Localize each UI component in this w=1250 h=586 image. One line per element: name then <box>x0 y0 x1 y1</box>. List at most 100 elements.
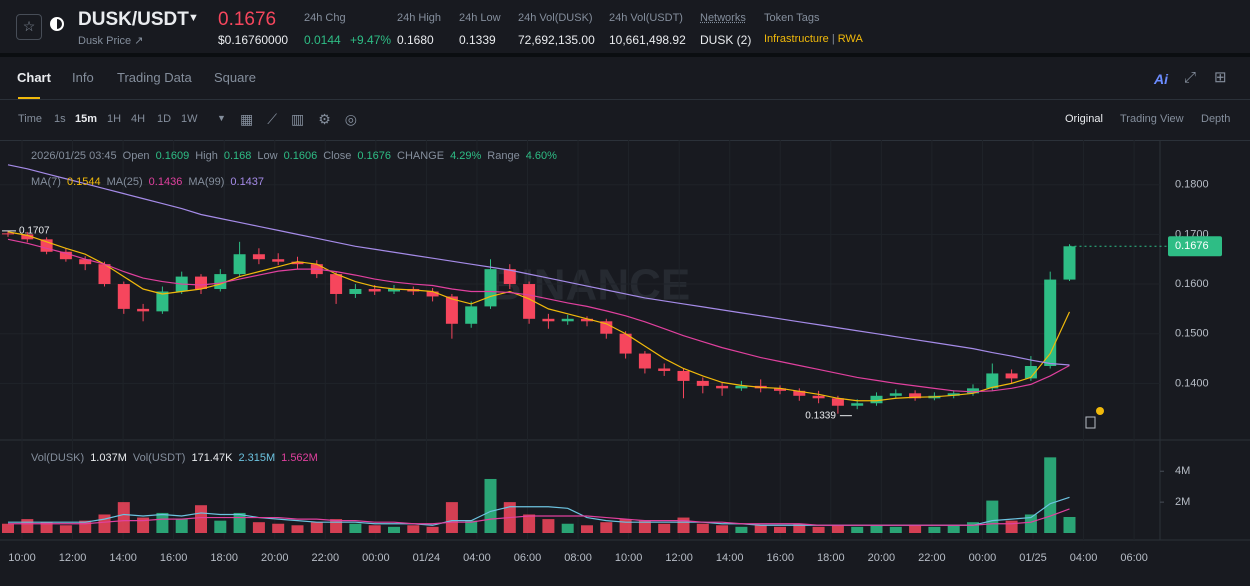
favorite-button[interactable]: ☆ <box>16 14 42 40</box>
more-intervals[interactable]: ▼ <box>217 113 226 123</box>
legend-date: 2026/01/25 03:45 <box>31 150 117 162</box>
interval-button[interactable]: 1W <box>181 113 198 125</box>
tab[interactable]: Square <box>214 70 256 85</box>
volume-bar <box>947 525 960 533</box>
candle-body <box>1005 373 1018 379</box>
tab[interactable]: Trading Data <box>117 70 192 85</box>
interval-button[interactable]: 1D <box>157 113 172 125</box>
fullscreen-button[interactable]: ⤢ <box>1184 69 1197 86</box>
volume-bar <box>368 525 381 533</box>
tag[interactable]: RWA <box>837 33 863 45</box>
interval-button[interactable]: 1H <box>107 113 122 125</box>
volume-bar <box>1063 516 1076 533</box>
interval-button: Time <box>18 113 43 125</box>
x-tick-label: 00:00 <box>362 552 390 564</box>
volume-bar <box>2 523 14 533</box>
x-tick-label: 16:00 <box>766 552 794 564</box>
candle-body <box>137 308 150 312</box>
volume-bar <box>967 522 979 533</box>
interval-button[interactable]: 4H <box>131 113 146 125</box>
x-tick-label: 18:00 <box>817 552 845 564</box>
x-tick-label: 14:00 <box>716 552 744 564</box>
candle-body <box>156 291 169 312</box>
candle-body <box>677 370 690 381</box>
tag[interactable]: Infrastructure <box>764 33 829 45</box>
legend-value: 1.037M <box>90 452 127 464</box>
stat-label: 24h Vol(USDT) <box>609 12 683 24</box>
volume-bar <box>928 526 941 533</box>
candle-body <box>638 353 651 369</box>
x-tick-label: 18:00 <box>210 552 238 564</box>
legend-label: CHANGE <box>397 150 445 162</box>
view-button[interactable]: Original <box>1065 113 1103 125</box>
volume-bar <box>1024 514 1037 533</box>
view-button[interactable]: Depth <box>1201 113 1231 125</box>
volume-bar <box>98 514 111 533</box>
legend-value: 171.47K <box>191 452 233 464</box>
volume-bar <box>600 522 613 533</box>
ma-line <box>7 238 1070 393</box>
volume-bar <box>542 519 555 533</box>
price-link[interactable]: Dusk Price ↗ <box>78 35 144 47</box>
candle-body <box>59 251 72 260</box>
candle-body <box>445 296 458 324</box>
x-tick-label: 00:00 <box>969 552 997 564</box>
stat-value: 0.1339 <box>459 33 496 47</box>
view-button[interactable]: Trading View <box>1120 113 1184 125</box>
interval-button[interactable]: 1s <box>54 113 66 125</box>
candle-body <box>523 284 536 319</box>
volume-bar <box>1044 457 1057 533</box>
volume-bar <box>831 525 844 533</box>
alert-dot <box>1096 407 1104 415</box>
y-tick-label: 0.1600 <box>1175 278 1209 290</box>
x-tick-label: 04:00 <box>1070 552 1098 564</box>
header-bar: ☆ DUSK/USDT ▼ 0.1676 Dusk Price ↗ $0.167… <box>0 0 1250 53</box>
ai-button[interactable]: Ai <box>1154 71 1168 87</box>
legend-series-value: 0.1544 <box>66 176 101 188</box>
candle-body <box>21 234 34 240</box>
volume-bar <box>40 522 53 533</box>
volume-bar <box>658 523 671 533</box>
token-icon <box>50 17 64 31</box>
volume-bar <box>523 514 536 533</box>
volume-bar <box>793 523 806 533</box>
volume-bar <box>272 523 285 533</box>
legend-series-name: MA(99) <box>188 176 225 188</box>
interval-button[interactable]: 15m <box>75 113 98 125</box>
volume-bar <box>465 520 478 533</box>
ma-line <box>7 231 1071 402</box>
legend-label: Close <box>323 150 352 162</box>
pair-name[interactable]: DUSK/USDT <box>78 9 189 30</box>
legend-value: 1.562M <box>281 452 318 464</box>
candle-body <box>600 321 613 334</box>
stat-value: 0.0144 <box>304 33 341 47</box>
legend-value: 0.1609 <box>155 150 190 162</box>
candle-body <box>388 289 400 292</box>
candle-body <box>986 373 999 389</box>
legend-value: 4.29% <box>450 150 482 162</box>
volume-bar <box>754 525 767 533</box>
tool-icons[interactable]: ▦⟋▥⚙◎ <box>240 111 372 127</box>
volume-bar <box>233 512 246 533</box>
layout-button[interactable]: ⊞ <box>1214 69 1227 86</box>
legend-label: High <box>195 150 218 162</box>
ma-line <box>7 164 1070 366</box>
candle-body <box>252 254 265 260</box>
x-tick-label: 01/24 <box>413 552 441 564</box>
x-tick-label: 14:00 <box>109 552 137 564</box>
candle-body <box>735 385 748 389</box>
legend-series-value: 0.1437 <box>230 176 265 188</box>
candle-body <box>581 318 593 322</box>
volume-bar <box>889 526 902 533</box>
x-tick-label: 06:00 <box>1120 552 1148 564</box>
tab[interactable]: Info <box>72 70 94 85</box>
tab[interactable]: Chart <box>17 70 51 85</box>
y-tick-label: 0.1800 <box>1175 179 1209 191</box>
pair-dropdown[interactable]: ▼ <box>188 12 199 24</box>
x-tick-label: 10:00 <box>615 552 643 564</box>
candle-body <box>1024 365 1037 379</box>
volume-bar <box>59 525 72 533</box>
legend-label: Open <box>122 150 150 162</box>
candle-body <box>465 306 478 324</box>
volume-bar <box>214 520 227 533</box>
